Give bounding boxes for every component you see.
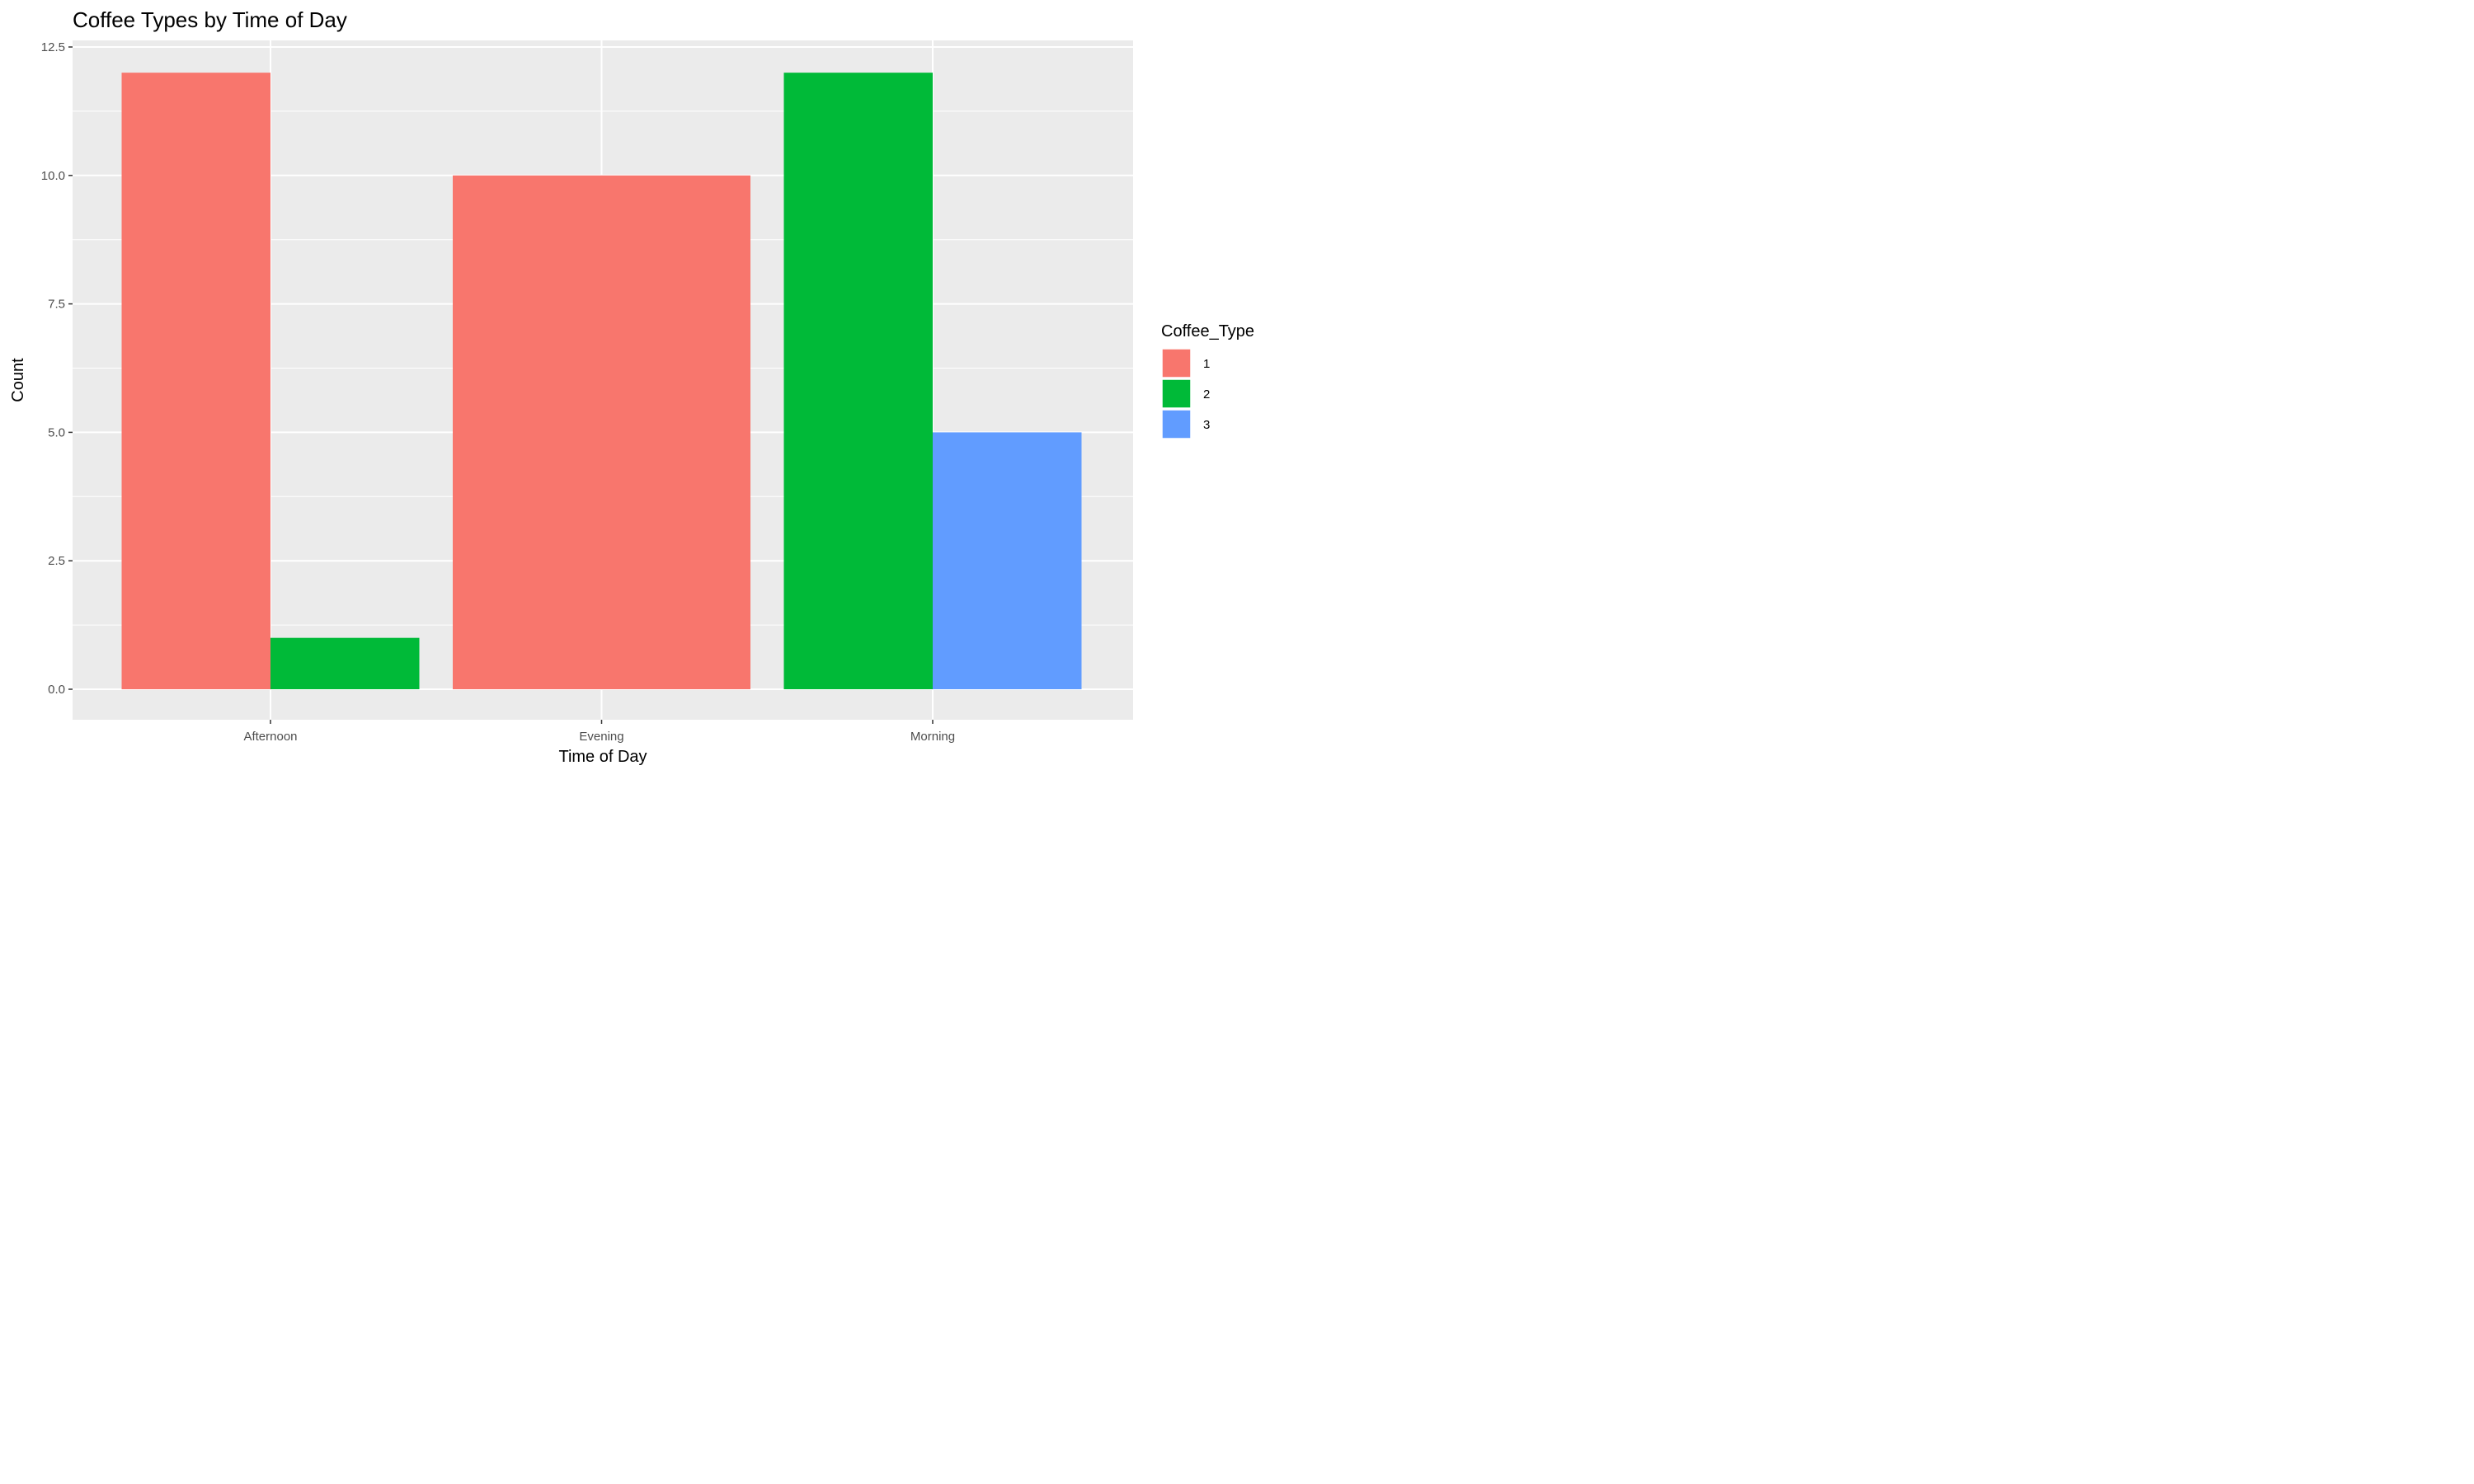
y-tick-label: 7.5 [48,298,65,312]
x-tick-label: Morning [910,730,955,744]
bar-evening-type-1 [453,175,750,690]
legend-label-2: 2 [1203,387,1210,402]
legend-label-3: 3 [1203,418,1210,432]
legend-key-1 [1161,348,1192,378]
bars [121,73,1082,690]
bar-morning-type-2 [783,73,933,689]
y-tick-label: 0.0 [48,683,65,697]
y-axis: 0.0 2.5 5.0 7.5 10.0 12.5 [41,40,73,697]
y-axis-title: Count [9,358,27,402]
bar-afternoon-type-2 [270,637,420,689]
bar-afternoon-type-1 [121,73,270,689]
legend: Coffee_Type 1 2 3 [1161,322,1254,439]
legend-key-2 [1161,378,1192,409]
bar-morning-type-3 [933,432,1082,689]
legend-keys: 1 2 3 [1161,348,1210,439]
y-tick-label: 10.0 [41,169,65,183]
chart: Coffee Types by Time of Day 0.0 2.5 5.0 7.5… [9,7,1254,766]
legend-title: Coffee_Type [1161,322,1254,340]
legend-key-3 [1161,409,1192,439]
y-tick-label: 5.0 [48,425,65,439]
chart-title: Coffee Types by Time of Day [73,7,347,32]
x-tick-label: Evening [579,730,623,744]
x-tick-label: Afternoon [243,730,297,744]
legend-label-1: 1 [1203,357,1210,371]
y-tick-label: 12.5 [41,40,65,54]
x-axis-title: Time of Day [558,748,647,766]
y-tick-label: 2.5 [48,554,65,568]
x-axis: Afternoon Evening Morning [243,720,955,744]
